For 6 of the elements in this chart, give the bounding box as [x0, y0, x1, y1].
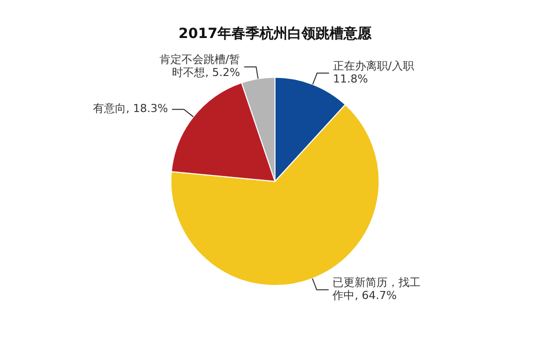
slice-label: 肯定不会跳槽/暂时不想, 5.2% — [159, 53, 240, 80]
chart-title: 2017年春季杭州白领跳槽意愿 — [178, 25, 372, 42]
slice-label: 已更新简历，找工作中, 64.7% — [332, 276, 421, 302]
slice-label: 正在办离职/入职 — [333, 60, 414, 73]
data-label: 11.8% — [333, 72, 368, 86]
slice-label: 有意向, 18.3% — [93, 102, 168, 116]
